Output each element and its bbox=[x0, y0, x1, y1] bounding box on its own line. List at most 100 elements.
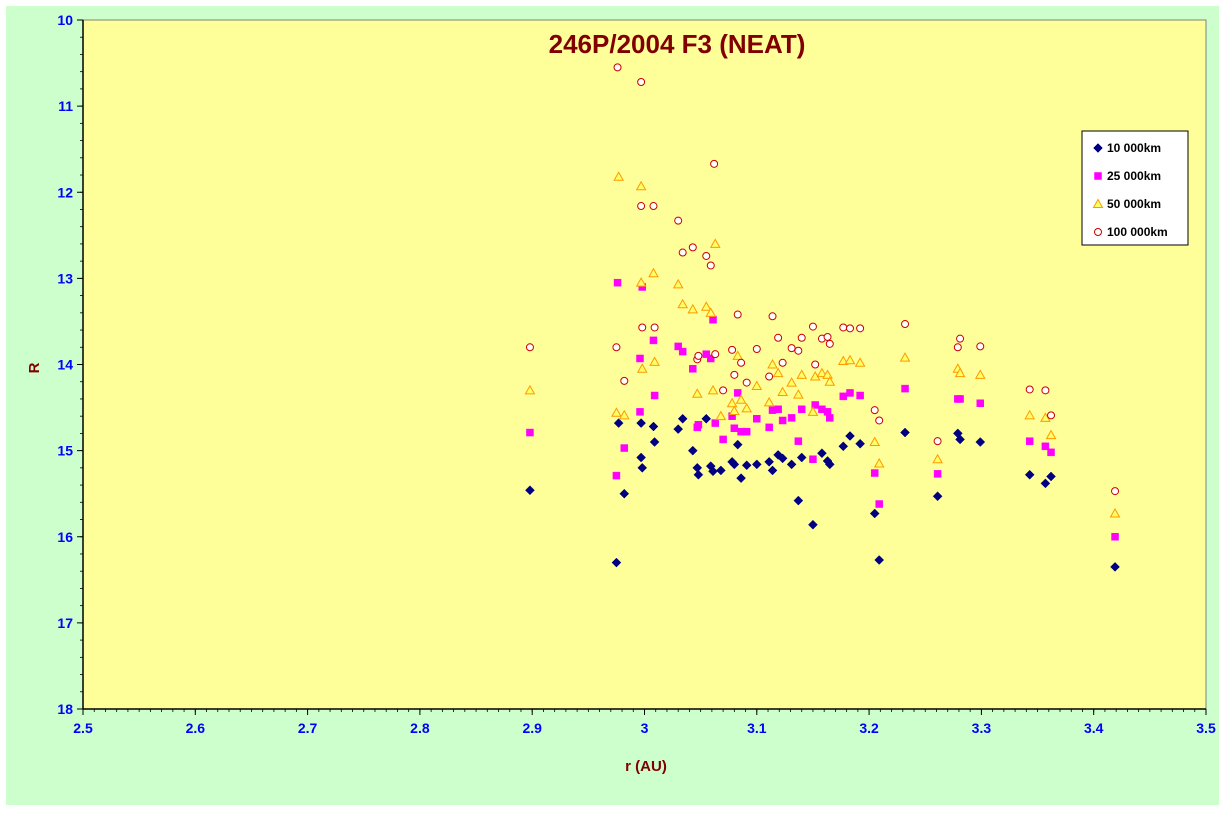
data-point bbox=[807, 406, 819, 416]
data-point bbox=[711, 419, 719, 427]
data-point bbox=[1024, 469, 1035, 480]
data-point bbox=[772, 367, 784, 378]
data-point bbox=[787, 414, 796, 422]
data-point bbox=[707, 354, 715, 363]
data-point bbox=[694, 351, 703, 360]
x-axis-label: r (AU) bbox=[625, 758, 667, 775]
data-point bbox=[809, 455, 817, 463]
data-point bbox=[856, 391, 864, 400]
data-point bbox=[1111, 533, 1119, 541]
data-point bbox=[732, 439, 743, 450]
data-point bbox=[778, 416, 787, 425]
data-point bbox=[741, 402, 753, 413]
x-tick-label: 3.5 bbox=[1196, 720, 1216, 736]
data-point bbox=[613, 418, 624, 428]
data-point bbox=[612, 343, 621, 352]
data-point bbox=[525, 343, 534, 352]
data-point bbox=[1025, 437, 1034, 445]
data-point bbox=[1047, 411, 1056, 420]
y-tick-label: 15 bbox=[57, 443, 73, 459]
legend-items: 10 000km 25 000km 50 000km 100 000km bbox=[1092, 141, 1168, 239]
series-diamond bbox=[525, 413, 1120, 572]
data-point bbox=[797, 405, 806, 414]
data-point bbox=[636, 354, 644, 363]
y-tick-label: 11 bbox=[58, 98, 73, 114]
data-point bbox=[811, 401, 819, 409]
data-point bbox=[637, 78, 646, 87]
data-point bbox=[1109, 507, 1121, 518]
data-point bbox=[817, 448, 827, 459]
data-point bbox=[649, 356, 660, 366]
data-point bbox=[792, 389, 804, 399]
data-point bbox=[705, 307, 717, 317]
data-point bbox=[753, 415, 761, 423]
data-point bbox=[526, 428, 534, 437]
data-point bbox=[901, 320, 910, 329]
x-tick-label: 3.1 bbox=[747, 720, 767, 736]
data-point bbox=[716, 465, 726, 476]
data-point bbox=[932, 453, 943, 464]
data-point bbox=[715, 410, 727, 421]
data-point bbox=[702, 251, 711, 260]
x-tick-label: 3.3 bbox=[972, 720, 992, 736]
data-point bbox=[728, 345, 737, 354]
data-point bbox=[901, 384, 909, 393]
data-point bbox=[636, 363, 648, 373]
x-tick-label: 2.8 bbox=[410, 720, 430, 736]
data-point bbox=[796, 369, 808, 379]
data-point bbox=[648, 421, 659, 432]
y-tick-label: 16 bbox=[57, 529, 73, 545]
data-point bbox=[1045, 429, 1057, 440]
data-point bbox=[777, 453, 788, 464]
points-layer bbox=[524, 63, 1121, 572]
data-point bbox=[846, 324, 855, 333]
data-point bbox=[709, 238, 721, 248]
ticks-layer: 2.5 2.6 2.7 2.8 2.9 3 3.1 3.2 3.3 3.4 3.5 10 11 12 13 1… bbox=[57, 12, 1216, 736]
data-point bbox=[688, 243, 697, 252]
data-point bbox=[856, 324, 865, 333]
data-point bbox=[900, 427, 910, 438]
data-point bbox=[787, 344, 796, 353]
data-point bbox=[774, 405, 782, 414]
chart-area: 2.5 2.6 2.7 2.8 2.9 3 3.1 3.2 3.3 3.4 3.5 10 11 12 13 1… bbox=[6, 6, 1219, 805]
legend-label: 50 000km bbox=[1107, 197, 1161, 211]
data-point bbox=[1046, 471, 1056, 482]
x-tick-label: 2.9 bbox=[522, 720, 542, 736]
y-tick-label: 18 bbox=[57, 701, 73, 717]
data-point bbox=[728, 405, 740, 416]
data-point bbox=[710, 159, 719, 168]
legend-label: 100 000km bbox=[1107, 225, 1168, 239]
data-point bbox=[933, 470, 942, 478]
y-tick-label: 10 bbox=[57, 12, 73, 28]
data-point bbox=[706, 261, 715, 270]
data-point bbox=[869, 508, 880, 519]
data-point bbox=[875, 500, 883, 508]
data-point bbox=[956, 334, 965, 343]
data-point bbox=[824, 459, 835, 470]
y-axis-label: R bbox=[26, 362, 43, 373]
scatter-chart: 2.5 2.6 2.7 2.8 2.9 3 3.1 3.2 3.3 3.4 3.5 10 11 12 13 1… bbox=[26, 12, 1216, 775]
data-point bbox=[650, 323, 659, 332]
data-point bbox=[649, 336, 658, 345]
data-point bbox=[976, 342, 985, 351]
data-point bbox=[768, 312, 777, 321]
data-point bbox=[933, 437, 942, 446]
data-point bbox=[678, 347, 687, 356]
data-point bbox=[687, 445, 698, 456]
data-point bbox=[786, 377, 797, 387]
data-point bbox=[874, 555, 885, 565]
data-point bbox=[932, 491, 943, 502]
data-point bbox=[620, 376, 629, 385]
data-point bbox=[752, 344, 761, 353]
data-point bbox=[672, 278, 684, 289]
data-point bbox=[726, 397, 738, 408]
x-tick-label: 3.2 bbox=[859, 720, 879, 736]
data-point bbox=[974, 369, 986, 379]
data-point bbox=[796, 452, 807, 463]
data-point bbox=[811, 360, 820, 369]
data-point bbox=[1111, 487, 1120, 496]
legend: 10 000km 25 000km 50 000km 100 000km bbox=[1081, 130, 1189, 246]
legend-label: 10 000km bbox=[1107, 141, 1161, 155]
data-point bbox=[673, 424, 684, 434]
data-point bbox=[778, 358, 787, 367]
